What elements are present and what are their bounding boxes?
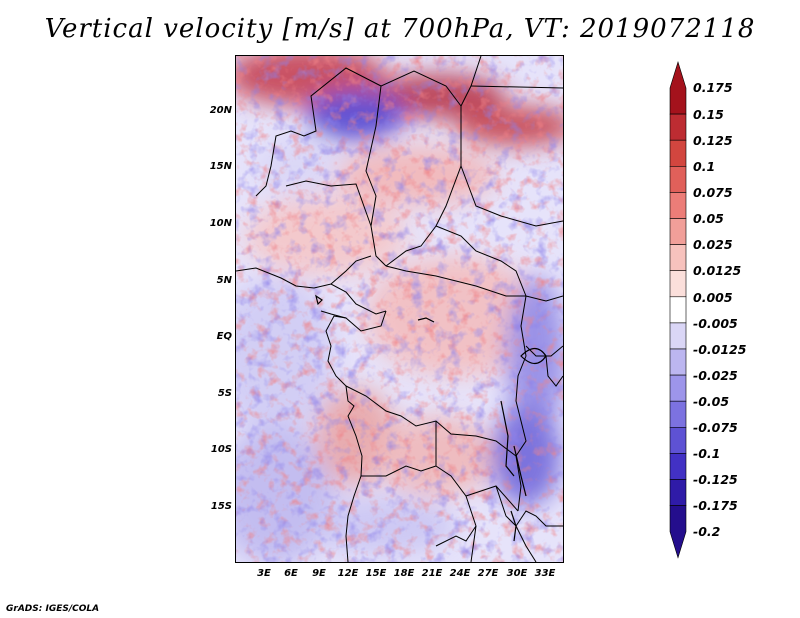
colorbar-label: -0.0125 [693, 342, 747, 357]
colorbar-upper-arrow [669, 60, 687, 115]
country-borders [236, 56, 563, 562]
colorbar-segment [669, 113, 687, 141]
colorbar-segment [669, 139, 687, 167]
colorbar-segment [669, 426, 687, 454]
lat-label-10s: 10S [210, 444, 232, 455]
credit-text: GrADS: IGES/COLA [6, 604, 100, 614]
lon-label-33e: 33E [534, 568, 556, 579]
colorbar-segment [669, 400, 687, 428]
colorbar-label: 0.005 [693, 290, 733, 305]
lat-label-15n: 15N [209, 161, 232, 172]
colorbar [669, 60, 687, 559]
colorbar-label: -0.1 [693, 446, 721, 461]
colorbar-label: 0.1 [693, 159, 716, 174]
colorbar-segment [669, 192, 687, 219]
colorbar-label: -0.025 [693, 368, 738, 383]
colorbar-label: -0.005 [693, 316, 738, 331]
lon-label-30e: 30E [506, 568, 528, 579]
lon-label-24e: 24E [449, 568, 471, 579]
colorbar-label: 0.125 [693, 133, 733, 148]
lat-label-10n: 10N [209, 218, 232, 229]
colorbar-segment [669, 453, 687, 480]
colorbar-segment [669, 296, 687, 324]
colorbar-segment [669, 218, 687, 245]
colorbar-label: -0.125 [693, 472, 738, 487]
lon-label-3e: 3E [257, 568, 271, 579]
velocity-map [235, 55, 564, 563]
lon-label-18e: 18E [393, 568, 415, 579]
lat-label-15s: 15S [210, 501, 232, 512]
lon-label-6e: 6E [284, 568, 298, 579]
lat-label-eq: EQ [216, 331, 232, 342]
velocity-field [236, 56, 563, 562]
colorbar-label: -0.05 [693, 394, 730, 409]
colorbar-segment [669, 348, 687, 376]
colorbar-segment [669, 374, 687, 402]
lat-label-20n: 20N [209, 105, 232, 116]
colorbar-segment [669, 244, 687, 272]
colorbar-segment [669, 479, 687, 506]
colorbar-segment [669, 322, 687, 350]
lat-label-5n: 5N [216, 275, 232, 286]
lon-label-9e: 9E [312, 568, 326, 579]
colorbar-label: 0.075 [693, 185, 733, 200]
colorbar-segment [669, 166, 687, 193]
colorbar-label: -0.2 [693, 524, 721, 539]
map-title: Vertical velocity [m/s] at 700hPa, VT: 2… [44, 14, 756, 44]
colorbar-segment [669, 270, 687, 298]
colorbar-label: -0.075 [693, 420, 738, 435]
lon-label-15e: 15E [365, 568, 387, 579]
lat-label-5s: 5S [217, 388, 232, 399]
colorbar-label: 0.175 [693, 80, 733, 95]
colorbar-lower-arrow [669, 505, 687, 559]
colorbar-label: 0.15 [693, 107, 724, 122]
colorbar-label: 0.0125 [693, 263, 742, 278]
lon-label-21e: 21E [421, 568, 443, 579]
colorbar-label: 0.05 [693, 211, 724, 226]
colorbar-label: 0.025 [693, 237, 733, 252]
lon-label-12e: 12E [337, 568, 359, 579]
lon-label-27e: 27E [477, 568, 499, 579]
colorbar-label: -0.175 [693, 498, 738, 513]
